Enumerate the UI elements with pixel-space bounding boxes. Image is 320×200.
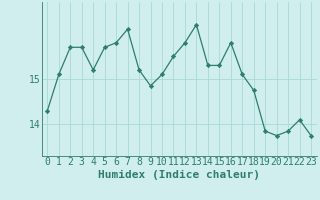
X-axis label: Humidex (Indice chaleur): Humidex (Indice chaleur) <box>98 170 260 180</box>
